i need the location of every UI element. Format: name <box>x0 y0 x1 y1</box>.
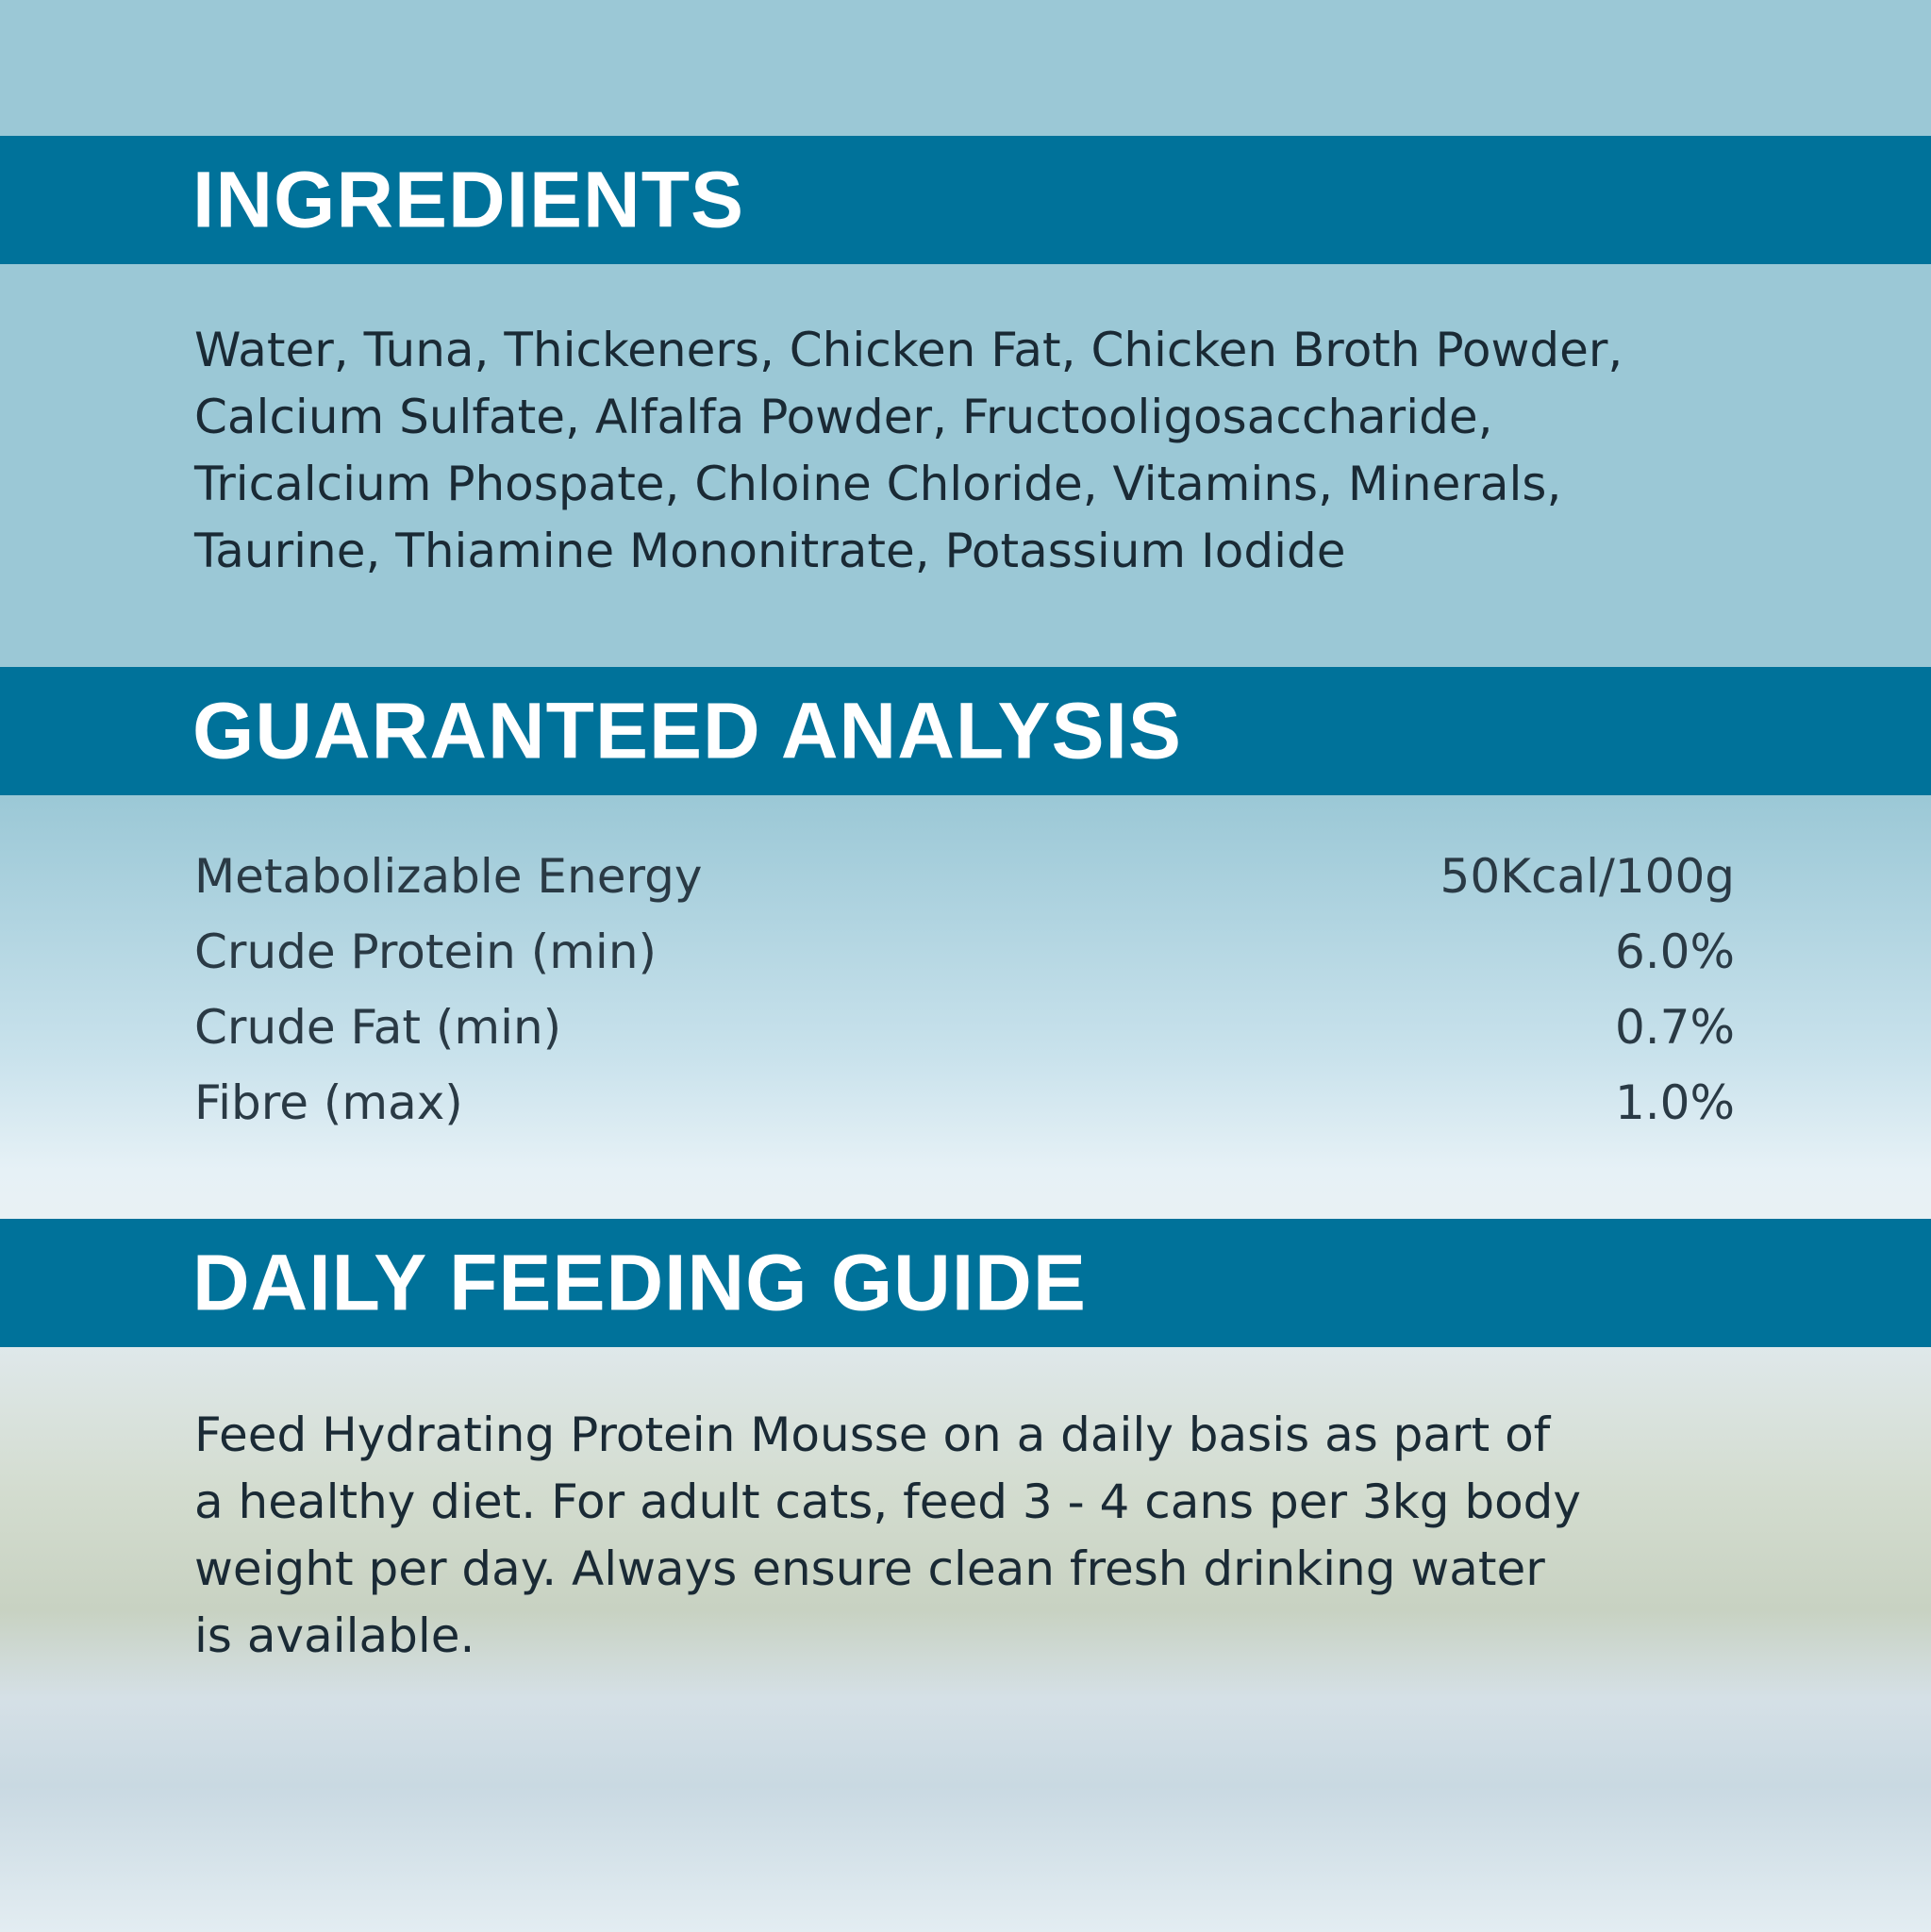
feeding-title: DAILY FEEDING GUIDE <box>192 1238 1087 1327</box>
feeding-line: is available. <box>194 1608 475 1663</box>
ingredients-line: Water, Tuna, Thickeners, Chicken Fat, Ch… <box>194 323 1623 377</box>
analysis-row: Crude Protein (min) 6.0% <box>194 924 1735 979</box>
analysis-value: 50Kcal/100g <box>1440 849 1735 904</box>
ingredients-list: Water, Tuna, Thickeners, Chicken Fat, Ch… <box>194 317 1798 585</box>
feeding-line: weight per day. Always ensure clean fres… <box>194 1541 1545 1596</box>
analysis-value: 1.0% <box>1614 1075 1735 1130</box>
analysis-row: Metabolizable Energy 50Kcal/100g <box>194 849 1735 904</box>
ingredients-title: INGREDIENTS <box>192 155 745 244</box>
feeding-guide-text: Feed Hydrating Protein Mousse on a daily… <box>194 1402 1798 1670</box>
feeding-header: DAILY FEEDING GUIDE <box>0 1219 1931 1347</box>
analysis-label: Crude Fat (min) <box>194 1000 562 1055</box>
analysis-label: Metabolizable Energy <box>194 849 703 904</box>
ingredients-header: INGREDIENTS <box>0 136 1931 264</box>
analysis-label: Fibre (max) <box>194 1075 463 1130</box>
analysis-header: GUARANTEED ANALYSIS <box>0 667 1931 795</box>
analysis-row: Fibre (max) 1.0% <box>194 1075 1735 1130</box>
ingredients-line: Tricalcium Phospate, Chloine Chloride, V… <box>194 457 1562 511</box>
mountain-lake-background <box>0 1347 1931 1932</box>
analysis-label: Crude Protein (min) <box>194 924 658 979</box>
ingredients-line: Taurine, Thiamine Mononitrate, Potassium… <box>194 524 1346 578</box>
feeding-line: Feed Hydrating Protein Mousse on a daily… <box>194 1407 1551 1462</box>
analysis-value: 0.7% <box>1614 1000 1735 1055</box>
analysis-row: Crude Fat (min) 0.7% <box>194 1000 1735 1055</box>
feeding-line: a healthy diet. For adult cats, feed 3 -… <box>194 1474 1581 1529</box>
analysis-title: GUARANTEED ANALYSIS <box>192 686 1182 775</box>
ingredients-line: Calcium Sulfate, Alfalfa Powder, Fructoo… <box>194 390 1493 444</box>
analysis-value: 6.0% <box>1614 924 1735 979</box>
